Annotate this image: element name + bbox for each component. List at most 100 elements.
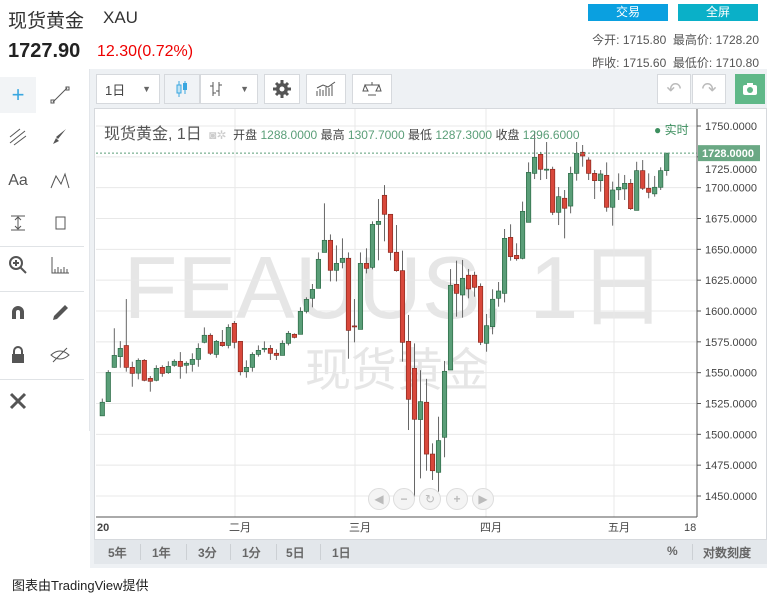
candle xyxy=(309,289,315,299)
candle xyxy=(225,327,231,346)
candle xyxy=(159,367,165,374)
candle xyxy=(508,237,514,257)
trade-button[interactable]: 交易 xyxy=(588,4,668,21)
compare-scale-icon[interactable] xyxy=(352,74,392,104)
candle xyxy=(273,352,279,356)
low-label: 最低 xyxy=(408,128,433,142)
x-tick-label: 四月 xyxy=(480,522,502,534)
brush-icon[interactable] xyxy=(42,119,78,155)
candle xyxy=(538,154,544,170)
candle xyxy=(664,152,670,171)
candle xyxy=(411,368,418,420)
trend-line-icon[interactable] xyxy=(42,77,78,113)
log-scale-toggle[interactable]: 对数刻度 xyxy=(703,546,752,560)
measure-icon[interactable] xyxy=(0,205,36,241)
redo-icon[interactable]: ↷ xyxy=(692,74,726,104)
open-value: 1715.80 xyxy=(622,33,667,47)
fullscreen-button[interactable]: 全屏 xyxy=(678,4,758,21)
candles-icon[interactable] xyxy=(164,74,200,104)
camera-icon[interactable] xyxy=(735,74,765,104)
y-tick-label: 1550.0000 xyxy=(705,368,757,380)
stats-row-2: 昨收: 1715.60 最低价: 1710.80 xyxy=(592,54,759,71)
candle xyxy=(165,366,171,374)
zoom-in-button[interactable]: + xyxy=(446,488,468,510)
range-1m[interactable]: 1分 xyxy=(242,546,261,560)
candle xyxy=(592,173,598,181)
candle xyxy=(99,401,105,417)
candle xyxy=(177,360,183,367)
scroll-right-button[interactable]: ▶ xyxy=(472,488,494,510)
interval-select[interactable]: 1日 ▼ xyxy=(96,74,160,104)
gear-icon[interactable]: ✲ xyxy=(216,128,227,142)
rectangle-icon[interactable] xyxy=(42,205,78,241)
candle xyxy=(321,239,327,253)
pattern-icon[interactable] xyxy=(42,163,78,199)
range-5d[interactable]: 5日 xyxy=(286,546,305,560)
candle xyxy=(652,186,658,195)
range-1d[interactable]: 1日 xyxy=(332,546,351,560)
realtime-label: 实时 xyxy=(664,123,689,137)
x-tick-label: 五月 xyxy=(608,522,630,534)
text-icon[interactable]: Aa xyxy=(8,172,28,189)
candle xyxy=(634,170,640,211)
zoom-icon[interactable] xyxy=(0,247,36,283)
candle xyxy=(622,183,628,190)
last-price-label: 1728.0000 xyxy=(702,148,754,160)
candle xyxy=(459,277,466,296)
candle xyxy=(393,251,400,272)
reset-button[interactable]: ↻ xyxy=(419,488,441,510)
settings-icon[interactable]: ◙ xyxy=(209,128,217,142)
status-dot-icon: ● xyxy=(654,123,662,137)
prev-close-value: 1715.60 xyxy=(622,56,667,70)
close-value: 1296.6000 xyxy=(522,128,580,142)
fib-icon[interactable] xyxy=(0,119,36,155)
open-value: 1288.0000 xyxy=(260,128,318,142)
high-value: 1307.7000 xyxy=(347,128,405,142)
candle xyxy=(207,334,213,354)
candle xyxy=(574,153,580,174)
eye-off-icon[interactable] xyxy=(42,337,78,373)
candle xyxy=(496,290,502,299)
gear-icon[interactable] xyxy=(264,74,300,104)
candle xyxy=(628,183,634,209)
percent-toggle[interactable]: % xyxy=(667,544,678,558)
scroll-left-button[interactable]: ◀ xyxy=(368,488,390,510)
low-label: 最低价: xyxy=(672,56,713,70)
candle xyxy=(646,187,652,193)
undo-icon[interactable]: ↶ xyxy=(657,74,691,104)
crosshair-icon[interactable]: + xyxy=(0,77,36,113)
range-3m[interactable]: 3分 xyxy=(198,546,217,560)
candle xyxy=(231,322,237,343)
lock-icon[interactable] xyxy=(0,337,36,373)
candle xyxy=(327,239,334,271)
candle xyxy=(123,345,129,368)
candle xyxy=(423,401,430,455)
stats-row-1: 今开: 1715.80 最高价: 1728.20 xyxy=(592,31,759,48)
low-value: 1287.3000 xyxy=(435,128,493,142)
open-label: 今开: xyxy=(592,33,620,47)
candle xyxy=(429,453,436,472)
attribution: 图表由TradingView提供 xyxy=(12,578,149,593)
magnet-icon[interactable] xyxy=(0,295,36,331)
range-5y[interactable]: 5年 xyxy=(108,546,127,560)
price-change: 12.30(0.72%) xyxy=(97,43,194,60)
y-tick-label: 1600.0000 xyxy=(705,306,757,318)
indicators-icon[interactable] xyxy=(306,74,346,104)
zoom-out-button[interactable]: − xyxy=(393,488,415,510)
bar-style-icon[interactable]: ▼ xyxy=(200,74,258,104)
range-1y[interactable]: 1年 xyxy=(152,546,171,560)
candle xyxy=(598,173,604,181)
candle xyxy=(520,210,526,259)
ruler-icon[interactable] xyxy=(42,247,78,283)
candle xyxy=(532,156,538,174)
candle xyxy=(514,255,520,260)
candle xyxy=(441,370,448,438)
candle xyxy=(291,333,297,338)
y-tick-label: 1625.0000 xyxy=(705,275,757,287)
candle xyxy=(399,270,406,343)
remove-icon[interactable] xyxy=(0,383,36,419)
candle xyxy=(315,258,321,289)
candle xyxy=(339,257,346,263)
lock-drawing-icon[interactable] xyxy=(42,295,78,331)
